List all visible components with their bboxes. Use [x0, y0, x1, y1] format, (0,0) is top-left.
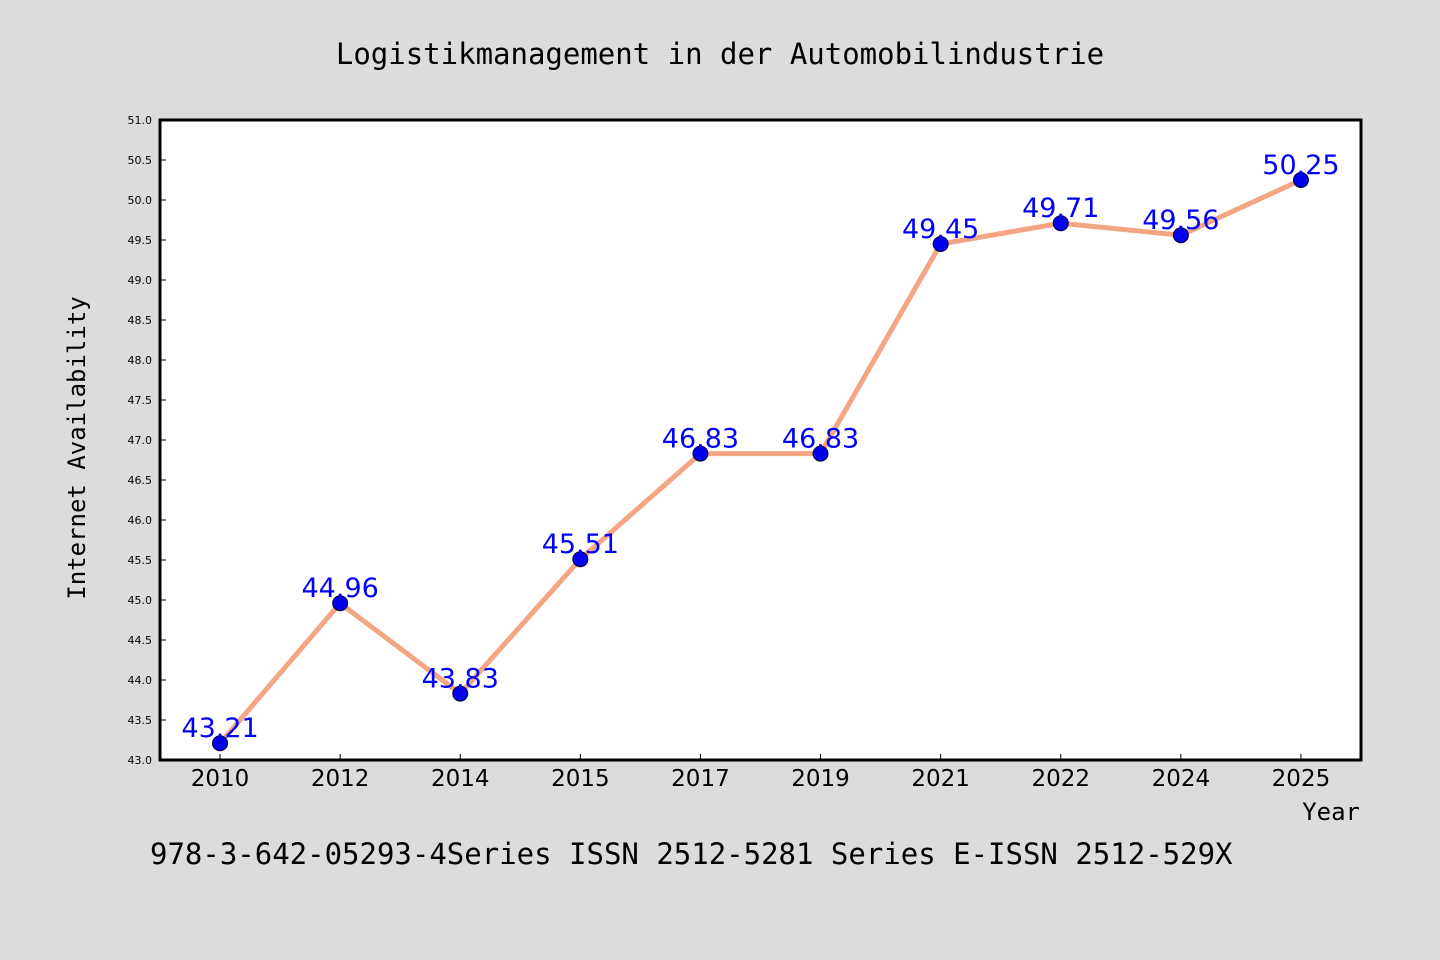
data-point [452, 685, 469, 702]
x-axis: 2010 2012 2014 2015 2017 2019 2021 2022 2024 2025 [191, 754, 1330, 792]
x-tick-label: 2014 [431, 766, 490, 792]
x-tick-label: 2015 [551, 766, 610, 792]
x-tick-label: 2021 [911, 766, 970, 792]
data-label: 46.83 [662, 424, 739, 455]
chart-title: Logistikmanagement in der Automobilindus… [336, 37, 1104, 71]
y-tick-label: 50.0 [128, 194, 153, 207]
x-tick-label: 2017 [671, 766, 730, 792]
y-tick-label: 45.5 [128, 554, 153, 567]
plot-area [160, 120, 1361, 760]
y-tick-label: 50.5 [128, 154, 153, 167]
y-tick-label: 46.5 [128, 474, 153, 487]
data-point [572, 551, 589, 568]
y-tick-label: 51.0 [128, 114, 153, 127]
x-tick-label: 2024 [1152, 766, 1211, 792]
y-tick-label: 47.0 [128, 434, 153, 447]
footer-isbn-text: 978-3-642-05293-4Series ISSN 2512-5281 S… [150, 837, 1233, 871]
y-tick-label: 49.0 [128, 274, 153, 287]
x-tick-label: 2025 [1272, 766, 1331, 792]
data-point [332, 595, 349, 612]
series-line [217, 177, 1304, 746]
data-label: 49.56 [1142, 205, 1219, 236]
data-point [1052, 215, 1069, 232]
data-point [1292, 172, 1309, 188]
x-tick-label: 2010 [191, 766, 250, 792]
data-labels: 43.21 44.96 43.83 45.51 46.83 46.83 49.45 49.71… [181, 150, 1339, 744]
data-label: 49.71 [1022, 193, 1099, 224]
y-tick-label: 48.0 [128, 354, 153, 367]
data-point [812, 445, 829, 462]
y-tick-label: 44.5 [128, 634, 153, 647]
y-axis-label: Internet Availability [63, 296, 91, 599]
data-label: 43.83 [422, 664, 499, 695]
data-label: 44.96 [302, 573, 379, 604]
data-label: 46.83 [782, 424, 859, 455]
y-tick-label: 43.0 [128, 754, 153, 767]
y-tick-label: 44.0 [128, 674, 153, 687]
data-label: 45.51 [542, 529, 619, 560]
x-tick-label: 2019 [791, 766, 850, 792]
y-tick-label: 46.0 [128, 514, 153, 527]
data-point [932, 236, 949, 252]
y-tick-label: 48.5 [128, 314, 153, 327]
data-label: 50.25 [1262, 150, 1339, 181]
data-label: 43.21 [181, 713, 258, 744]
series-line-group [217, 177, 1304, 746]
y-axis: 43.0 43.5 44.0 44.5 45.0 45.5 46.0 46.5 47.0 47.5… [128, 114, 166, 767]
y-tick-label: 47.5 [128, 394, 153, 407]
plot-frame [158, 118, 1363, 762]
y-tick-label: 45.0 [128, 594, 153, 607]
data-point [212, 735, 229, 752]
data-point [692, 445, 709, 462]
y-tick-label: 43.5 [128, 714, 153, 727]
x-axis-label: Year [1302, 798, 1360, 826]
data-point [1172, 227, 1189, 244]
data-label: 49.45 [902, 214, 979, 245]
x-tick-label: 2022 [1031, 766, 1090, 792]
y-tick-label: 49.5 [128, 234, 153, 247]
data-markers [212, 172, 1309, 752]
x-tick-label: 2012 [311, 766, 370, 792]
